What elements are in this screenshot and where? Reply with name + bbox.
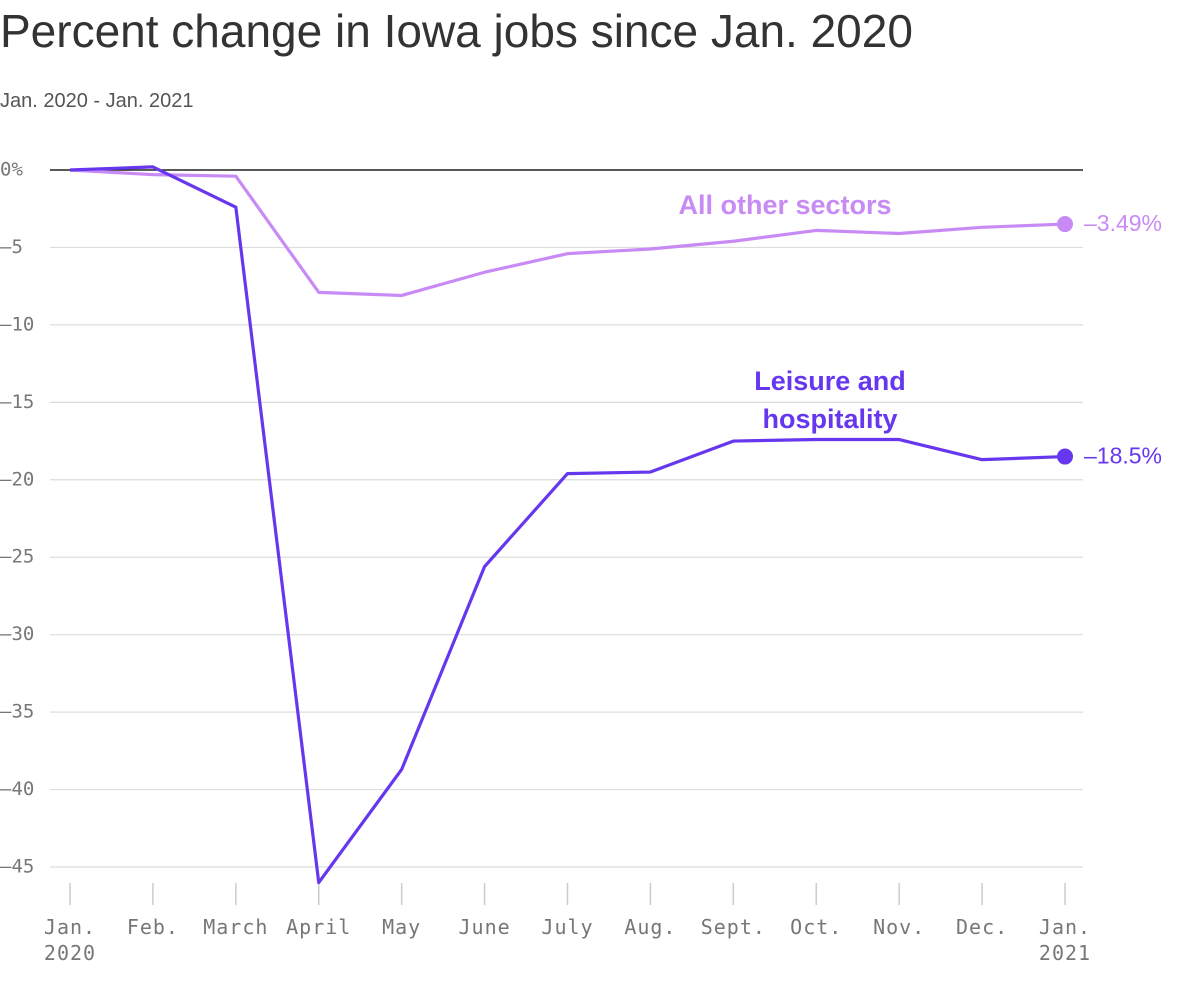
x-tick-label: Jan. 2020 <box>43 915 97 965</box>
tick-label-bg <box>0 855 39 878</box>
x-tick-label: June <box>458 915 511 939</box>
y-tick-label: –25 <box>0 546 34 568</box>
tick-label-bg <box>0 623 39 646</box>
value-label: –18.5% <box>1084 443 1162 469</box>
x-tick-label: March <box>203 915 269 939</box>
series-label: All other sectors <box>678 190 892 220</box>
tick-label-bg <box>0 778 39 801</box>
tick-label-bg <box>0 390 39 413</box>
y-tick-label: –35 <box>0 701 34 723</box>
x-tick-label: Dec. <box>955 915 1009 939</box>
y-tick-label: –30 <box>0 623 34 645</box>
x-tick-label: July <box>541 915 594 939</box>
series-line <box>69 165 1066 885</box>
tick-label-bg <box>0 545 39 568</box>
x-tick-label: Jan. 2021 <box>1038 915 1092 965</box>
tick-label-bg <box>0 158 28 181</box>
y-tick-label: –15 <box>0 391 34 413</box>
end-point <box>1057 448 1073 465</box>
end-point <box>1057 216 1073 233</box>
y-tick-label: –45 <box>0 856 34 878</box>
x-tick-label: Aug. <box>624 915 677 939</box>
value-label: –3.49% <box>1084 210 1162 236</box>
x-tick-label: Feb. <box>126 915 179 939</box>
y-tick-label: –10 <box>0 313 34 335</box>
series-label: Leisure and hospitality <box>754 366 906 434</box>
tick-label-bg <box>0 313 39 336</box>
series-line <box>69 168 1066 298</box>
y-tick-label: –40 <box>0 778 34 800</box>
x-tick-label: April <box>286 915 352 939</box>
tick-label-bg <box>0 235 27 258</box>
tick-label-bg <box>0 700 39 723</box>
x-tick-label: May <box>382 915 422 939</box>
x-tick-label: Sept. <box>700 915 766 939</box>
y-tick-label: –20 <box>0 468 34 490</box>
y-tick-label: –5 <box>0 236 23 258</box>
y-tick-label: 0% <box>0 159 23 181</box>
chart-title: Percent change in Iowa jobs since Jan. 2… <box>0 5 913 57</box>
x-tick-label: Oct. <box>790 915 843 939</box>
tick-label-bg <box>0 468 39 491</box>
chart-subtitle: Jan. 2020 - Jan. 2021 <box>0 90 194 112</box>
x-tick-label: Nov. <box>873 915 926 939</box>
